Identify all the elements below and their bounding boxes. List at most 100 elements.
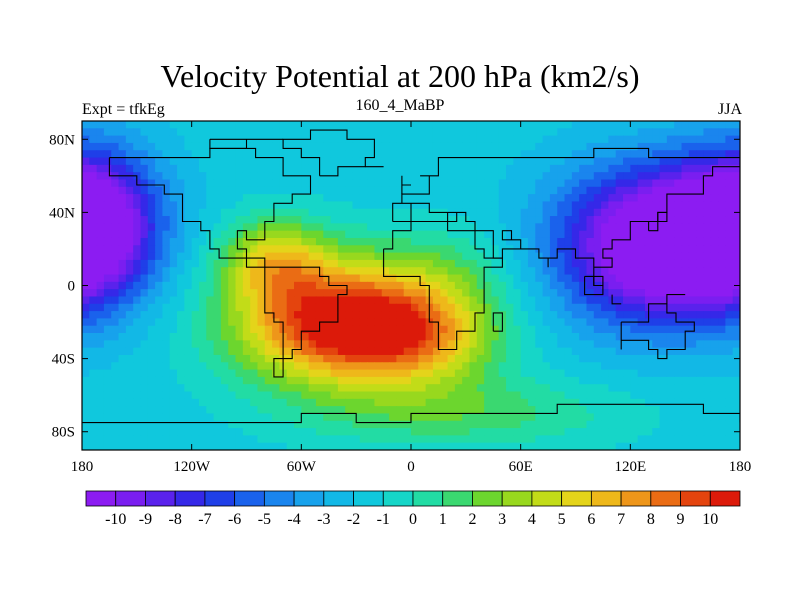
field-cell: [601, 333, 609, 341]
field-cell: [652, 318, 661, 327]
field-cell: [103, 384, 112, 393]
field-cell: [272, 245, 280, 254]
field-cell: [703, 333, 712, 341]
field-cell: [403, 384, 412, 393]
field-cell: [198, 274, 207, 283]
field-cell: [103, 150, 112, 159]
colorbar-label: 2: [468, 511, 476, 528]
field-cell: [542, 172, 551, 181]
field-cell: [250, 420, 259, 429]
field-cell: [520, 318, 529, 327]
field-cell: [155, 237, 164, 246]
field-cell: [315, 435, 324, 444]
field-cell: [579, 296, 588, 305]
field-cell: [579, 325, 588, 334]
field-cell: [294, 194, 302, 203]
field-cell: [403, 354, 412, 363]
field-cell: [169, 391, 178, 400]
field-cell: [140, 391, 149, 400]
field-cell: [155, 194, 164, 203]
field-cell: [89, 376, 98, 385]
field-cell: [133, 435, 142, 444]
field-cell: [228, 435, 237, 444]
field-cell: [162, 128, 171, 137]
field-cell: [184, 435, 193, 444]
field-cell: [191, 267, 200, 276]
field-cell: [513, 237, 522, 246]
field-cell: [506, 435, 514, 444]
field-cell: [198, 142, 207, 151]
field-cell: [644, 333, 653, 341]
field-cell: [688, 369, 697, 378]
field-cell: [294, 347, 302, 356]
field-cell: [681, 179, 690, 188]
field-cell: [301, 121, 310, 129]
run-label: 160_4_MaBP: [355, 97, 445, 114]
field-cell: [198, 428, 207, 436]
field-cell: [337, 428, 346, 436]
field-cell: [593, 121, 602, 129]
field-cell: [345, 333, 354, 341]
field-cell: [323, 325, 332, 334]
field-cell: [359, 230, 368, 239]
field-cell: [586, 340, 595, 349]
field-cell: [396, 164, 405, 173]
field-cell: [586, 325, 595, 334]
field-cell: [381, 406, 390, 415]
field-cell: [96, 223, 105, 232]
field-cell: [571, 142, 580, 151]
field-cell: [169, 428, 178, 436]
field-cell: [118, 442, 127, 450]
field-cell: [96, 245, 105, 254]
field-cell: [89, 237, 98, 246]
field-cell: [198, 376, 207, 385]
field-cell: [491, 384, 500, 393]
field-cell: [250, 252, 259, 261]
field-cell: [696, 318, 705, 327]
field-cell: [381, 237, 390, 246]
field-cell: [323, 157, 332, 166]
field-cell: [133, 216, 142, 224]
field-cell: [623, 325, 631, 334]
field-cell: [696, 384, 705, 393]
field-cell: [484, 194, 493, 203]
field-cell: [666, 237, 675, 246]
field-cell: [491, 128, 500, 137]
field-cell: [696, 420, 705, 429]
field-cell: [586, 303, 595, 312]
field-cell: [608, 311, 617, 319]
field-cell: [198, 384, 207, 393]
field-cell: [177, 223, 185, 232]
field-cell: [710, 223, 719, 232]
field-cell: [264, 142, 273, 151]
field-cell: [440, 245, 449, 254]
field-cell: [425, 442, 434, 450]
field-cell: [652, 391, 661, 400]
field-cell: [82, 223, 90, 232]
field-cell: [133, 413, 142, 422]
colorbar-swatch: [353, 490, 384, 507]
field-cell: [140, 128, 149, 137]
field-cell: [469, 289, 478, 298]
field-cell: [272, 186, 280, 195]
field-cell: [644, 194, 653, 203]
field-cell: [111, 311, 120, 319]
field-cell: [191, 420, 200, 429]
field-cell: [315, 428, 324, 436]
field-cell: [476, 420, 485, 429]
field-cell: [623, 135, 631, 144]
field-cell: [381, 347, 390, 356]
field-cell: [133, 164, 142, 173]
field-cell: [272, 157, 280, 166]
field-cell: [432, 325, 441, 334]
field-cell: [484, 362, 493, 371]
field-cell: [608, 274, 617, 283]
field-cell: [359, 428, 368, 436]
field-cell: [191, 398, 200, 407]
field-cell: [177, 194, 185, 203]
field-cell: [279, 413, 288, 422]
colorbar-label: -5: [258, 511, 271, 528]
field-cell: [411, 428, 419, 436]
field-cell: [476, 142, 485, 151]
field-cell: [140, 121, 149, 129]
